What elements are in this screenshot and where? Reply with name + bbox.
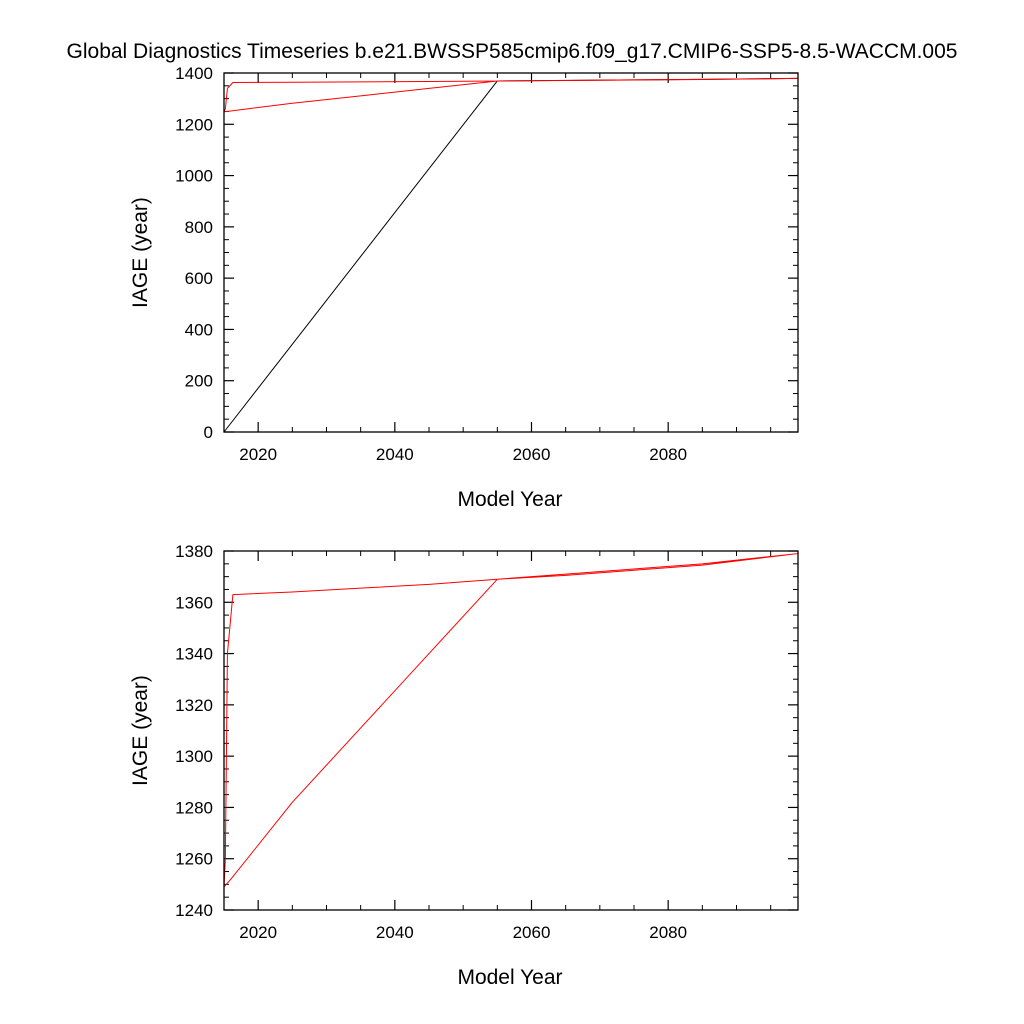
bottom-panel: 2020 2040 2060 2080 1240 1260 1280 1300 1320 1340…	[129, 542, 799, 989]
figure-title: Global Diagnostics Timeseries b.e21.BWSS…	[67, 40, 958, 63]
x-axis-label: Model Year	[457, 966, 562, 989]
x-tick-label: 2080	[649, 445, 687, 464]
x-axis-label: Model Year	[457, 488, 562, 511]
y-tick-label: 1320	[175, 696, 213, 715]
y-tick-label: 200	[185, 372, 213, 391]
plot-frame	[223, 72, 799, 433]
series-line-red	[223, 77, 799, 113]
x-tick-label: 2020	[239, 445, 277, 464]
y-axis-label: IAGE (year)	[129, 675, 152, 786]
x-tick-label: 2040	[376, 923, 414, 942]
y-tick-label: 1260	[175, 850, 213, 869]
plot-frame	[223, 550, 799, 911]
y-tick-label: 400	[185, 320, 213, 339]
x-tick-label: 2060	[513, 445, 551, 464]
y-tick-label: 600	[185, 269, 213, 288]
x-tick-label: 2080	[649, 923, 687, 942]
y-tick-label: 1000	[175, 167, 213, 186]
x-tick-label: 2020	[239, 923, 277, 942]
y-tick-label: 1240	[175, 901, 213, 920]
y-tick-label: 1280	[175, 798, 213, 817]
top-panel: 2020 2040 2060 2080 0 200 400 600 800 1000 1200 140…	[129, 64, 799, 511]
y-tick-label: 1300	[175, 747, 213, 766]
y-tick-label: 1400	[175, 64, 213, 83]
y-tick-label: 1200	[175, 115, 213, 134]
series-line-black	[223, 77, 799, 433]
y-tick-label: 0	[204, 423, 213, 442]
y-tick-label: 1380	[175, 542, 213, 561]
series-line-red	[223, 553, 799, 888]
y-tick-label: 1360	[175, 593, 213, 612]
y-tick-label: 1340	[175, 645, 213, 664]
x-tick-label: 2040	[376, 445, 414, 464]
x-tick-label: 2060	[513, 923, 551, 942]
y-tick-label: 800	[185, 218, 213, 237]
y-axis-label: IAGE (year)	[129, 197, 152, 308]
